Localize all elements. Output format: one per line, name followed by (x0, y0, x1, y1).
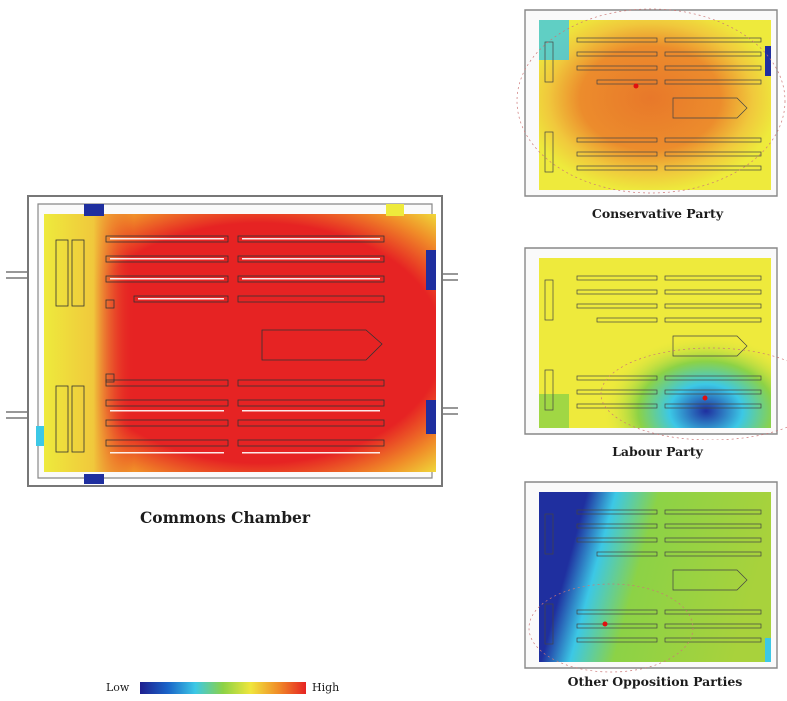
legend-low-label: Low (106, 681, 130, 694)
labour-party-plan (524, 247, 787, 440)
commons-chamber-caption: Commons Chamber (139, 508, 311, 527)
labour-party-caption: Labour Party (612, 444, 703, 459)
other-opposition-parties-plan (524, 481, 778, 673)
legend-high-label: High (312, 681, 340, 694)
legend-gradient-bar (140, 682, 306, 694)
conservative-party-caption: Conservative Party (591, 206, 724, 221)
conservative-party-plan (516, 8, 786, 197)
commons-chamber-plan (6, 195, 458, 487)
other-opposition-parties-caption: Other Opposition Parties (567, 674, 743, 689)
heat-legend: Low High (100, 678, 360, 698)
